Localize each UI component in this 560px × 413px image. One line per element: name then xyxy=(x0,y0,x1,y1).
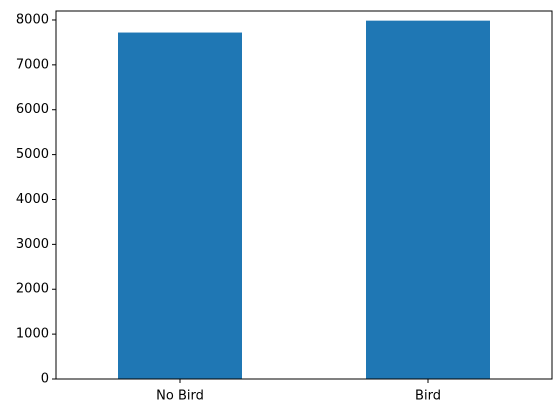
x-tick-label: No Bird xyxy=(156,389,204,404)
y-tick-label: 6000 xyxy=(16,102,49,117)
y-tick-label: 7000 xyxy=(16,57,49,72)
y-tick-label: 2000 xyxy=(16,282,49,297)
x-axis: No Bird Bird xyxy=(156,379,441,404)
y-tick-label: 5000 xyxy=(16,147,49,162)
bar-no-bird xyxy=(118,32,242,379)
bar-bird xyxy=(366,20,490,380)
y-tick-label: 1000 xyxy=(16,327,49,342)
x-tick-label: Bird xyxy=(415,389,441,404)
y-tick-label: 3000 xyxy=(16,237,49,252)
y-tick-label: 4000 xyxy=(16,192,49,207)
bars xyxy=(118,20,490,380)
y-axis: 0 1000 2000 3000 4000 5000 6000 7000 8000 xyxy=(16,12,56,387)
y-tick-label: 8000 xyxy=(16,12,49,27)
y-tick-label: 0 xyxy=(41,372,49,387)
plot-frame xyxy=(55,10,553,380)
